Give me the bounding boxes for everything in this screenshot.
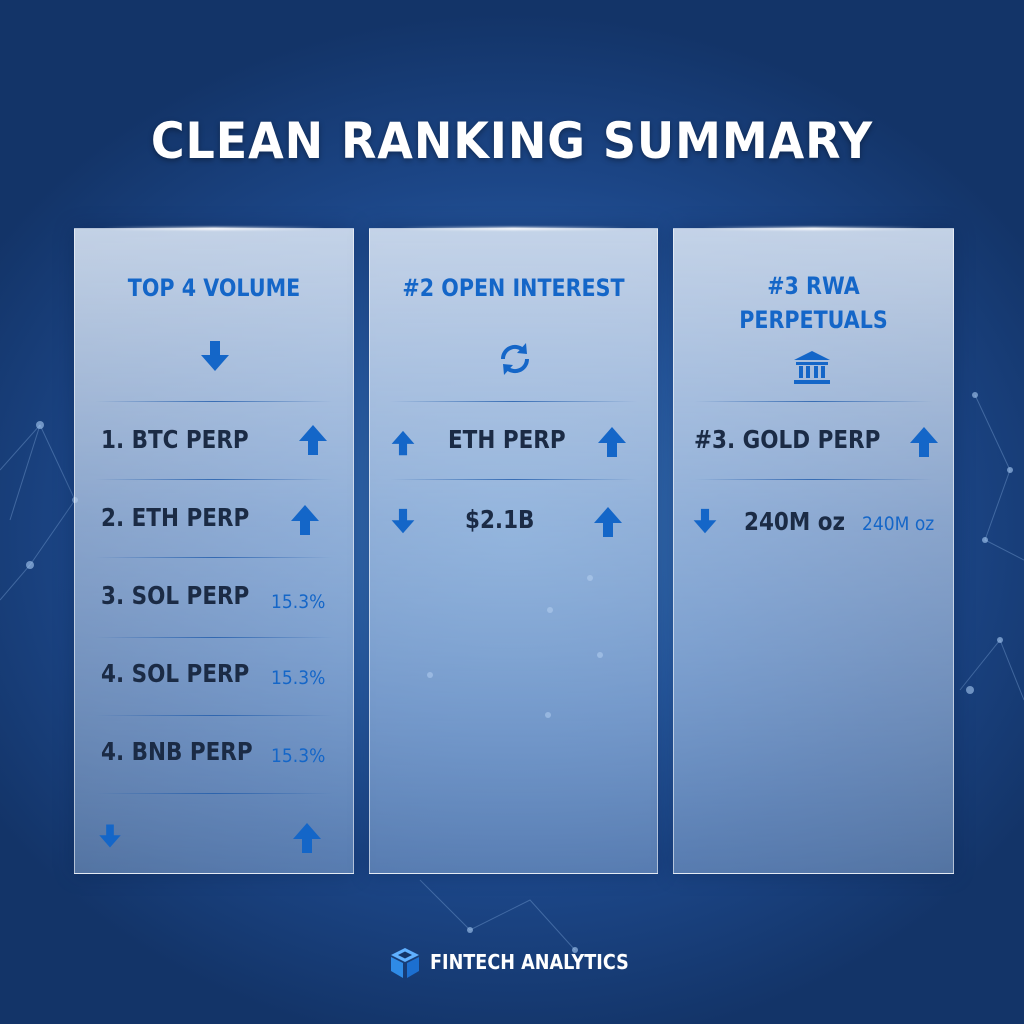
divider <box>95 793 333 794</box>
change-percent: 15.3% <box>271 667 326 689</box>
change-percent: 15.3% <box>271 591 326 613</box>
down-arrow-icon <box>391 508 415 534</box>
divider <box>390 401 637 402</box>
list-item-label: 1. BTC PERP <box>101 425 249 454</box>
top-volume-panel: TOP 4 VOLUME 1. BTC PERP 2. ETH PERP 3. … <box>74 228 354 874</box>
down-arrow-icon <box>201 341 229 371</box>
open-interest-panel: #2 OPEN INTEREST ETH PERP $2.1B <box>369 228 658 874</box>
divider <box>95 557 333 558</box>
divider <box>95 637 333 638</box>
secondary-value: 240M oz <box>862 513 935 535</box>
change-percent: 15.3% <box>271 745 326 767</box>
panel-title: #2 OPEN INTEREST <box>402 274 625 302</box>
panel-title: TOP 4 VOLUME <box>127 274 301 302</box>
bank-icon <box>794 351 830 384</box>
up-arrow-icon <box>291 505 319 535</box>
footer-brand: FINTECH ANALYTICS <box>0 942 1024 982</box>
list-item-label: 4. SOL PERP <box>101 659 250 688</box>
list-item-value: 240M oz <box>744 507 846 536</box>
divider <box>390 479 637 480</box>
list-item-label: 3. SOL PERP <box>101 581 250 610</box>
divider <box>694 479 933 480</box>
list-item-label: ETH PERP <box>448 425 566 454</box>
up-arrow-icon <box>391 430 415 456</box>
cube-logo-icon <box>391 948 419 978</box>
up-arrow-icon <box>594 507 622 537</box>
divider <box>95 401 333 402</box>
refresh-icon <box>500 343 530 375</box>
panel-title-line-2: PERPETUALS <box>739 306 888 334</box>
up-arrow-icon <box>910 427 938 457</box>
brand-name: FINTECH ANALYTICS <box>430 950 629 974</box>
up-arrow-icon <box>293 823 321 853</box>
list-item-label: 4. BNB PERP <box>101 737 253 766</box>
page-title: CLEAN RANKING SUMMARY <box>150 112 874 170</box>
divider <box>95 479 333 480</box>
list-item-value: $2.1B <box>465 505 535 534</box>
down-arrow-icon <box>99 824 121 848</box>
down-arrow-icon <box>693 508 717 534</box>
list-item-label: #3. GOLD PERP <box>694 425 881 454</box>
list-item-label: 2. ETH PERP <box>101 503 250 532</box>
up-arrow-icon <box>598 427 626 457</box>
up-arrow-icon <box>299 425 327 455</box>
rwa-perpetuals-panel: #3 RWA PERPETUALS #3. GOLD PERP 240M oz … <box>673 228 954 874</box>
panel-title-line-1: #3 RWA <box>767 272 860 300</box>
divider <box>95 715 333 716</box>
divider <box>694 401 933 402</box>
